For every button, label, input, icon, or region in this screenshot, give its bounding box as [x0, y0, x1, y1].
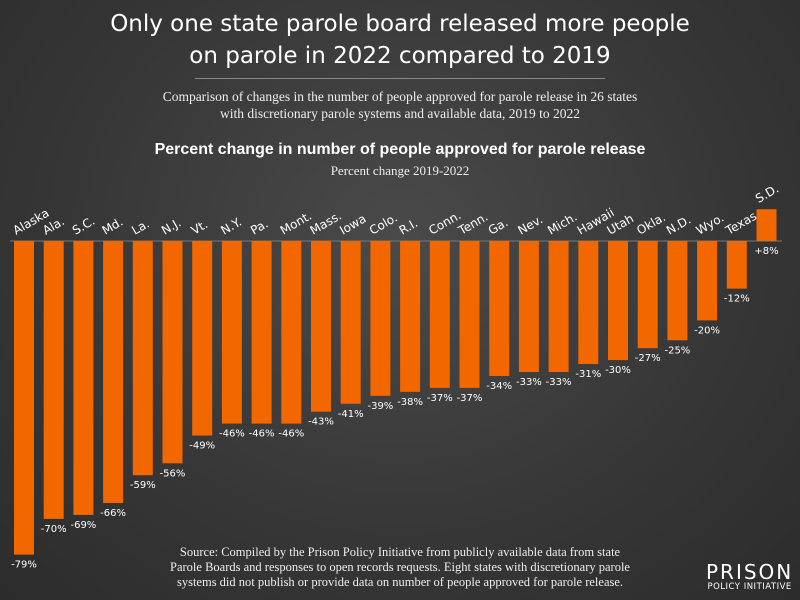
- logo-line2: POLICY INITIATIVE: [707, 582, 792, 592]
- category-label: Wyo.: [694, 211, 727, 238]
- bar: [281, 241, 302, 424]
- bar: [132, 241, 153, 476]
- category-label: La.: [129, 217, 151, 238]
- category-label: N.Y.: [218, 215, 244, 238]
- bar: [489, 241, 510, 376]
- bar: [311, 241, 331, 412]
- data-label: +8%: [754, 246, 778, 257]
- chart-subtitle: Comparison of changes in the number of p…: [0, 88, 800, 122]
- data-label: -37%: [427, 393, 453, 404]
- data-label: -79%: [11, 560, 37, 571]
- data-label: -33%: [516, 377, 542, 388]
- category-label: Mont.: [278, 209, 314, 238]
- bar: [43, 241, 64, 519]
- category-label: Vt.: [189, 217, 210, 237]
- data-label: -30%: [605, 365, 631, 376]
- source-line: systems did not publish or provide data …: [176, 575, 624, 589]
- bar: [14, 241, 34, 555]
- data-label: -46%: [219, 429, 245, 440]
- category-label: Tenn.: [455, 210, 490, 238]
- bar: [697, 241, 718, 321]
- source-line: Parole Boards and responses to open reco…: [170, 560, 630, 574]
- bar: [548, 241, 569, 373]
- bar: [459, 241, 480, 388]
- title-line: on parole in 2022 compared to 2019: [189, 43, 611, 69]
- bar: [340, 241, 361, 404]
- data-label: -27%: [635, 353, 661, 364]
- data-label: -66%: [100, 508, 126, 519]
- subtitle-line: with discretionary parole systems and av…: [220, 106, 580, 121]
- bar: [756, 209, 777, 241]
- category-label: Iowa: [337, 211, 368, 237]
- category-label: Okla.: [634, 210, 668, 238]
- category-label: Conn.: [426, 208, 463, 237]
- bar: [608, 241, 628, 361]
- category-label: Mass.: [308, 208, 344, 237]
- divider: [195, 78, 605, 79]
- bar: [518, 241, 539, 373]
- subtitle-line: Comparison of changes in the number of p…: [162, 89, 638, 104]
- bar: [103, 241, 124, 504]
- category-label: N.J.: [159, 215, 183, 237]
- data-label: -12%: [724, 294, 750, 305]
- category-label: S.C.: [70, 214, 97, 238]
- data-label: -56%: [160, 468, 186, 479]
- data-label: -46%: [249, 429, 275, 440]
- source-note: Source: Compiled by the Prison Policy In…: [140, 545, 660, 590]
- bar: [637, 241, 658, 349]
- data-label: -49%: [189, 441, 215, 452]
- data-label: -41%: [338, 409, 364, 420]
- category-label: Ga.: [486, 215, 511, 237]
- bar: [726, 241, 747, 289]
- data-label: -59%: [130, 480, 156, 491]
- data-label: -38%: [397, 397, 423, 408]
- data-label: -31%: [575, 369, 601, 380]
- category-label: N.D.: [664, 213, 693, 238]
- logo-line1: PRISON: [706, 560, 794, 584]
- bar: [578, 241, 599, 365]
- bar: [162, 241, 183, 464]
- data-label: -33%: [546, 377, 572, 388]
- logo: PRISON POLICY INITIATIVE: [706, 562, 793, 592]
- chart-title: Only one state parole board released mor…: [0, 8, 800, 72]
- bar: [667, 241, 688, 341]
- data-label: -46%: [278, 429, 304, 440]
- data-label: -43%: [308, 417, 334, 428]
- category-label: Texas: [722, 209, 759, 238]
- source-line: Source: Compiled by the Prison Policy In…: [179, 545, 621, 559]
- bar: [192, 241, 213, 436]
- category-label: Colo.: [367, 210, 400, 237]
- title-line: Only one state parole board released mor…: [110, 11, 690, 37]
- category-label: Mich.: [545, 210, 579, 238]
- bar: [221, 241, 242, 424]
- plot-title: Percent change in number of people appro…: [154, 141, 646, 158]
- category-label: Nev.: [515, 212, 545, 237]
- data-label: -39%: [367, 401, 393, 412]
- data-label: -25%: [664, 345, 690, 356]
- bar: [429, 241, 450, 388]
- data-label: -34%: [486, 381, 512, 392]
- data-label: -69%: [70, 520, 96, 531]
- bar: [73, 241, 94, 515]
- category-label: R.I.: [397, 216, 421, 238]
- category-label: S.D.: [753, 181, 781, 205]
- category-label: Pa.: [248, 217, 270, 238]
- bar: [400, 241, 421, 392]
- data-label: -37%: [457, 393, 483, 404]
- category-label: Md.: [100, 215, 126, 238]
- plot-subtitle: Percent change 2019-2022: [330, 163, 470, 178]
- data-label: -70%: [41, 524, 67, 535]
- data-label: -20%: [694, 325, 720, 336]
- bar: [370, 241, 391, 396]
- bar: [251, 241, 272, 424]
